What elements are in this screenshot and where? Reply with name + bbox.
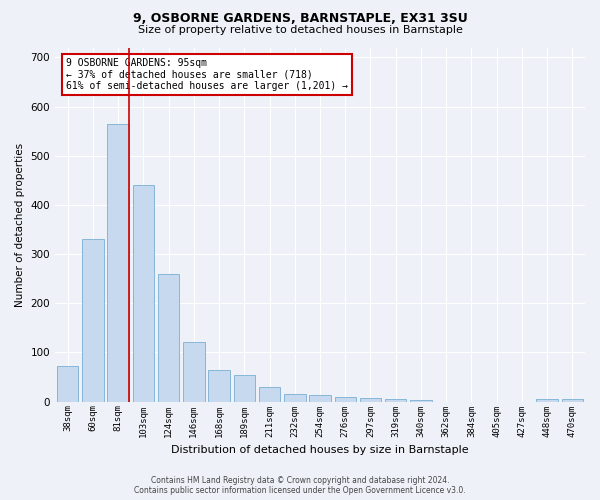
Bar (107, 124, 129, 402)
Bar (284, 394, 305, 402)
Bar (158, 274, 179, 402)
Bar (259, 387, 280, 402)
Bar (410, 400, 431, 402)
Bar (309, 395, 331, 402)
Bar (233, 374, 255, 402)
Bar (208, 370, 230, 402)
Text: 9, OSBORNE GARDENS, BARNSTAPLE, EX31 3SU: 9, OSBORNE GARDENS, BARNSTAPLE, EX31 3SU (133, 12, 467, 26)
Bar (385, 399, 406, 402)
Bar (360, 398, 381, 402)
Bar (536, 398, 558, 402)
X-axis label: Distribution of detached houses by size in Barnstaple: Distribution of detached houses by size … (171, 445, 469, 455)
Text: 9 OSBORNE GARDENS: 95sqm
← 37% of detached houses are smaller (718)
61% of semi-: 9 OSBORNE GARDENS: 95sqm ← 37% of detach… (65, 58, 347, 92)
Text: Size of property relative to detached houses in Barnstaple: Size of property relative to detached ho… (137, 25, 463, 35)
Bar (82, 240, 104, 402)
Text: Contains HM Land Registry data © Crown copyright and database right 2024.
Contai: Contains HM Land Registry data © Crown c… (134, 476, 466, 495)
Bar (335, 396, 356, 402)
Bar (562, 398, 583, 402)
Y-axis label: Number of detached properties: Number of detached properties (15, 142, 25, 306)
Bar (183, 342, 205, 402)
Bar (133, 185, 154, 402)
Bar (57, 366, 79, 402)
